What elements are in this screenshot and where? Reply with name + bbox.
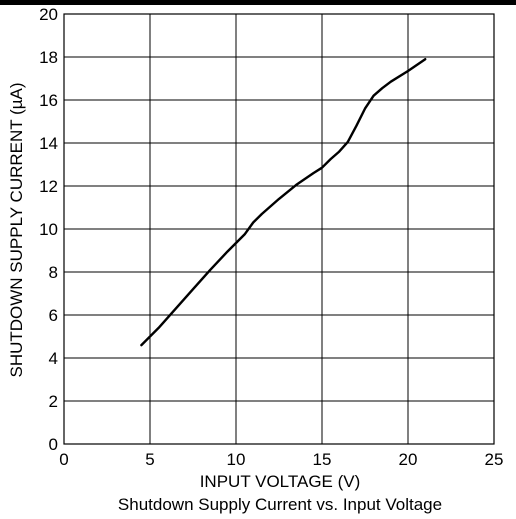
x-tick-label: 10 [227,450,246,469]
y-tick-label: 0 [49,435,58,454]
y-tick-label: 10 [39,220,58,239]
y-tick-label: 6 [49,306,58,325]
y-tick-label: 4 [49,349,58,368]
x-tick-label: 20 [399,450,418,469]
y-axis-label: SHUTDOWN SUPPLY CURRENT (µA) [7,82,26,377]
series-group [140,58,427,347]
x-tick-label: 25 [485,450,504,469]
x-axis-label: INPUT VOLTAGE (V) [200,472,361,491]
x-tick-label: 0 [59,450,68,469]
y-tick-label: 16 [39,91,58,110]
y-tick-label: 14 [39,134,58,153]
plot-frame [63,13,495,445]
tick-labels: 0 5 10 15 20 25 0 2 4 6 8 10 12 14 16 18 20 [39,5,503,469]
grid [64,14,494,444]
x-tick-label: 5 [145,450,154,469]
x-tick-label: 15 [313,450,332,469]
series-line [140,58,427,347]
y-tick-label: 2 [49,392,58,411]
y-tick-label: 20 [39,5,58,24]
top-rule [0,0,516,5]
y-tick-label: 12 [39,177,58,196]
chart-title: Shutdown Supply Current vs. Input Voltag… [118,495,442,514]
y-tick-label: 8 [49,263,58,282]
y-tick-label: 18 [39,48,58,67]
